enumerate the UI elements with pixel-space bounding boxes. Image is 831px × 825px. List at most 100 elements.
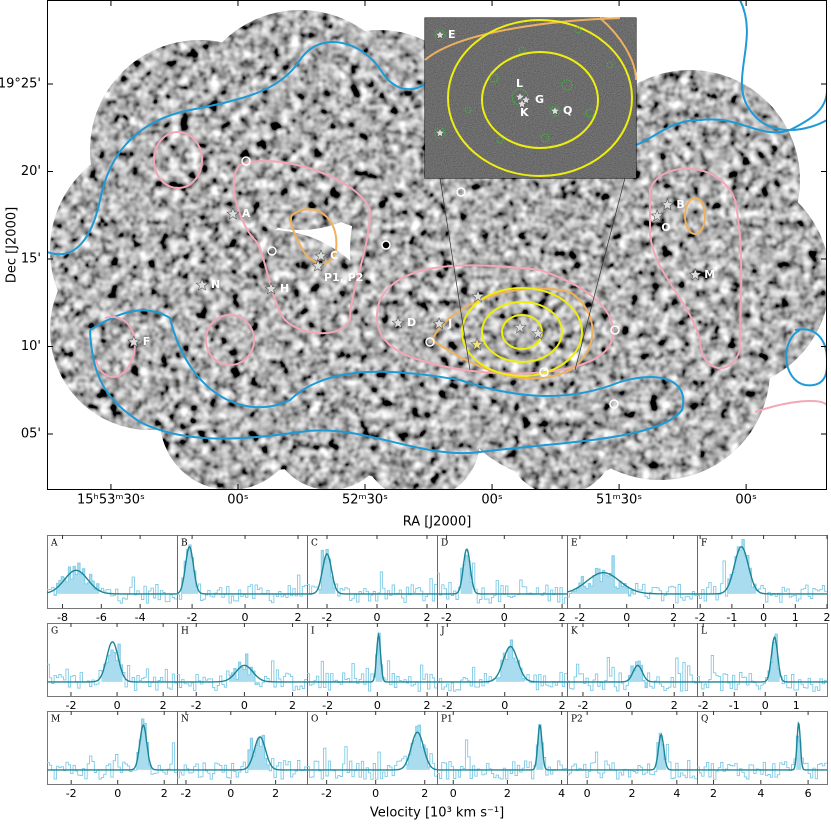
x-tick-label: 2 <box>424 611 431 624</box>
spectrum-fill <box>496 640 525 682</box>
galaxy-label: O <box>661 221 670 234</box>
spectrum <box>47 643 177 691</box>
contours <box>47 0 827 455</box>
panel-label: I <box>311 627 315 637</box>
sky-map: A B C D F H J M N O P1, P2 E LGK Q <box>47 0 827 490</box>
spectrum <box>177 653 307 691</box>
gaussian-fit <box>697 546 827 595</box>
zoom-line <box>439 177 471 371</box>
x-tick-label: -6 <box>96 611 107 624</box>
inset-image <box>425 18 636 178</box>
x-axis-label: RA [J2000] <box>403 515 472 530</box>
x-tick-label: -2 <box>180 787 191 800</box>
x-tick-label: 0 <box>114 699 121 712</box>
galaxy-marker <box>650 209 664 222</box>
inset-marker <box>516 98 528 109</box>
galaxy-marker <box>195 278 209 291</box>
x-tick-label: -2 <box>442 699 453 712</box>
x-tick-label: 0 <box>374 611 381 624</box>
spectrum <box>697 735 827 780</box>
spectrum-fill <box>571 555 636 597</box>
x-tick-label: 0 <box>625 699 632 712</box>
x-tick-label: -2 <box>322 611 333 624</box>
x-tick-label: 2 <box>629 787 636 800</box>
x-tick-label: 2 <box>421 787 428 800</box>
galaxy-label: N <box>211 278 220 291</box>
spectrum-fill <box>136 718 151 770</box>
inset-label: L <box>516 77 523 90</box>
x-tick-label: 2 <box>272 787 279 800</box>
x-tick-label: 0 <box>374 699 381 712</box>
panel-frame <box>697 623 828 697</box>
spectrum-fill <box>101 644 123 682</box>
spectrum-fill <box>181 544 199 594</box>
spectrum <box>567 555 697 604</box>
x-tick-label: 4 <box>558 787 565 800</box>
galaxy-label: F <box>143 335 151 348</box>
x-tick-label: 2 <box>559 611 566 624</box>
x-tick-label: -2 <box>65 699 76 712</box>
galaxy-marker <box>688 268 702 281</box>
map-frame <box>47 0 827 490</box>
inset-marker <box>434 29 446 40</box>
gaussian-fit <box>437 645 567 683</box>
gaussian-fit <box>437 548 567 595</box>
panel-label: Q <box>701 715 708 725</box>
panel-frame <box>697 535 828 609</box>
inset-markers: E LGK Q <box>434 28 572 138</box>
spectrum <box>47 718 177 780</box>
x-tick-label: 0 <box>372 787 379 800</box>
x-tick-label: 0 <box>114 787 121 800</box>
x-tick-label: 15ʰ53ᵐ30ˢ <box>77 493 145 508</box>
inset-marker <box>434 127 446 138</box>
spectrum <box>177 734 307 780</box>
x-tick-label: -2 <box>441 611 452 624</box>
galaxy-markers: A B C D F H J M N O P1, P2 <box>127 198 715 348</box>
gaussian-fit <box>177 736 307 771</box>
panel-label: P1 <box>441 715 453 725</box>
galaxy-marker <box>432 317 446 330</box>
inset-marker <box>514 91 526 102</box>
galaxy-marker <box>226 207 240 220</box>
galaxy-marker <box>127 335 141 348</box>
x-tick-label: -2 <box>321 787 332 800</box>
x-tick-label: -1 <box>726 611 737 624</box>
x-tick-label: 00ˢ <box>227 493 249 508</box>
galaxy-label: M <box>704 268 715 281</box>
inset-marker <box>549 105 561 116</box>
x-tick-label: 0 <box>242 611 249 624</box>
panel-label: B <box>181 539 188 549</box>
panel-label: D <box>441 539 448 549</box>
galaxy-marker <box>264 282 278 295</box>
inset-contours <box>424 17 637 177</box>
spectra-x-label: Velocity [10³ km s⁻¹] <box>370 806 504 821</box>
panel-label: K <box>571 627 578 637</box>
x-tick-label: 1 <box>792 611 799 624</box>
x-tick-label: 0 <box>623 611 630 624</box>
y-tick-label: 19°25' <box>0 77 41 92</box>
galaxy-label: P1, P2 <box>324 271 363 284</box>
panel-label: J <box>440 627 445 637</box>
inset-sources <box>434 26 614 144</box>
spectrum-fill <box>54 563 99 596</box>
x-tick-label: 00ˢ <box>481 493 503 508</box>
inset-label: G <box>535 93 544 106</box>
gaussian-fit <box>567 733 697 771</box>
sources <box>241 156 620 409</box>
x-tick-label: 2 <box>294 611 301 624</box>
galaxy-marker <box>314 249 328 262</box>
zoom-line <box>574 177 626 371</box>
gaussian-fit <box>46 569 177 595</box>
spectrum-fill <box>375 633 383 682</box>
x-tick-label: -2 <box>574 611 585 624</box>
panel-frame <box>697 711 828 785</box>
x-tick-label: 0 <box>762 699 769 712</box>
galaxy-label: J <box>447 317 452 330</box>
extra-galaxies <box>470 289 545 351</box>
galaxy-marker <box>660 198 674 211</box>
spectrum <box>307 724 437 780</box>
spectrum <box>307 632 437 692</box>
x-tick-label: 2 <box>424 699 431 712</box>
x-tick-label: -8 <box>57 611 68 624</box>
spectrum <box>177 544 307 604</box>
